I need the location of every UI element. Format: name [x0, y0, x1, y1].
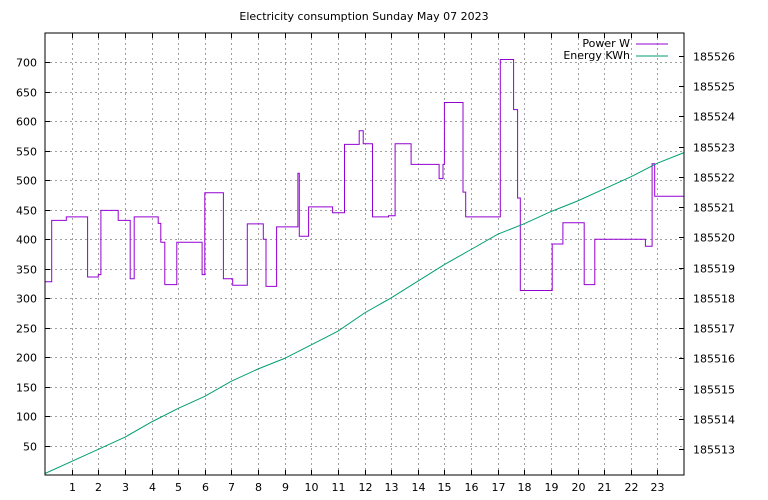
y-right-tick-label: 185516 — [693, 353, 735, 366]
x-tick-label: 19 — [545, 481, 559, 494]
x-tick-label: 21 — [598, 481, 612, 494]
x-tick-label: 11 — [332, 481, 346, 494]
y-left-tick-label: 450 — [16, 205, 37, 218]
y-left-tick-label: 50 — [23, 441, 37, 454]
x-tick-label: 4 — [149, 481, 156, 494]
y-left-tick-label: 400 — [16, 234, 37, 247]
y-left-tick-label: 350 — [16, 264, 37, 277]
legend-label-energy: Energy KWh — [563, 49, 630, 62]
chart-title: Electricity consumption Sunday May 07 20… — [239, 10, 488, 23]
x-tick-label: 10 — [305, 481, 319, 494]
y-left-tick-label: 100 — [16, 411, 37, 424]
energy-kwh-line — [44, 152, 685, 474]
grid-lines — [45, 33, 684, 475]
y-right-tick-label: 185517 — [693, 323, 735, 336]
y-right-tick-label: 185519 — [693, 263, 735, 276]
y-left-tick-label: 600 — [16, 116, 37, 129]
y-left-tick-label: 650 — [16, 87, 37, 100]
y-right-tick-label: 185513 — [693, 444, 735, 457]
series-lines — [44, 59, 685, 474]
x-tick-label: 22 — [625, 481, 639, 494]
y-left-tick-label: 300 — [16, 293, 37, 306]
y-right-tick-label: 185525 — [693, 81, 735, 94]
x-tick-label: 9 — [282, 481, 289, 494]
x-tick-label: 5 — [175, 481, 182, 494]
y-left-tick-label: 700 — [16, 57, 37, 70]
x-tick-label: 6 — [202, 481, 209, 494]
y-right-tick-label: 185524 — [693, 111, 735, 124]
y-right-tick-label: 185526 — [693, 51, 735, 64]
y-left-tick-label: 500 — [16, 175, 37, 188]
x-tick-label: 8 — [255, 481, 262, 494]
x-tick-label: 15 — [438, 481, 452, 494]
chart-legend: Power W Energy KWh — [563, 37, 668, 62]
y-right-tick-label: 185514 — [693, 414, 735, 427]
x-tick-label: 14 — [412, 481, 426, 494]
legend-label-power: Power W — [582, 37, 630, 50]
y-right-tick-label: 185520 — [693, 232, 735, 245]
y-right-tick-label: 185523 — [693, 142, 735, 155]
plot-frame — [44, 32, 685, 476]
y-left-tick-label: 550 — [16, 146, 37, 159]
axis-ticks: 1 2 3 4 5 6 7 8 9 10 11 12 13 14 15 16 17 18 19 20 21 22 23501… — [16, 33, 735, 494]
x-tick-label: 16 — [465, 481, 479, 494]
x-tick-label: 17 — [492, 481, 506, 494]
y-right-tick-label: 185518 — [693, 293, 735, 306]
x-tick-label: 7 — [228, 481, 235, 494]
x-tick-label: 12 — [359, 481, 373, 494]
y-right-tick-label: 185515 — [693, 384, 735, 397]
y-right-tick-label: 185522 — [693, 172, 735, 185]
x-tick-label: 23 — [651, 481, 665, 494]
x-tick-label: 3 — [122, 481, 129, 494]
x-tick-label: 2 — [95, 481, 102, 494]
power-w-line — [45, 59, 685, 291]
y-left-tick-label: 200 — [16, 352, 37, 365]
x-tick-label: 20 — [572, 481, 586, 494]
y-left-tick-label: 250 — [16, 323, 37, 336]
y-left-tick-label: 150 — [16, 382, 37, 395]
x-tick-label: 13 — [385, 481, 399, 494]
x-tick-label: 18 — [518, 481, 532, 494]
x-tick-label: 1 — [69, 481, 76, 494]
y-right-tick-label: 185521 — [693, 202, 735, 215]
